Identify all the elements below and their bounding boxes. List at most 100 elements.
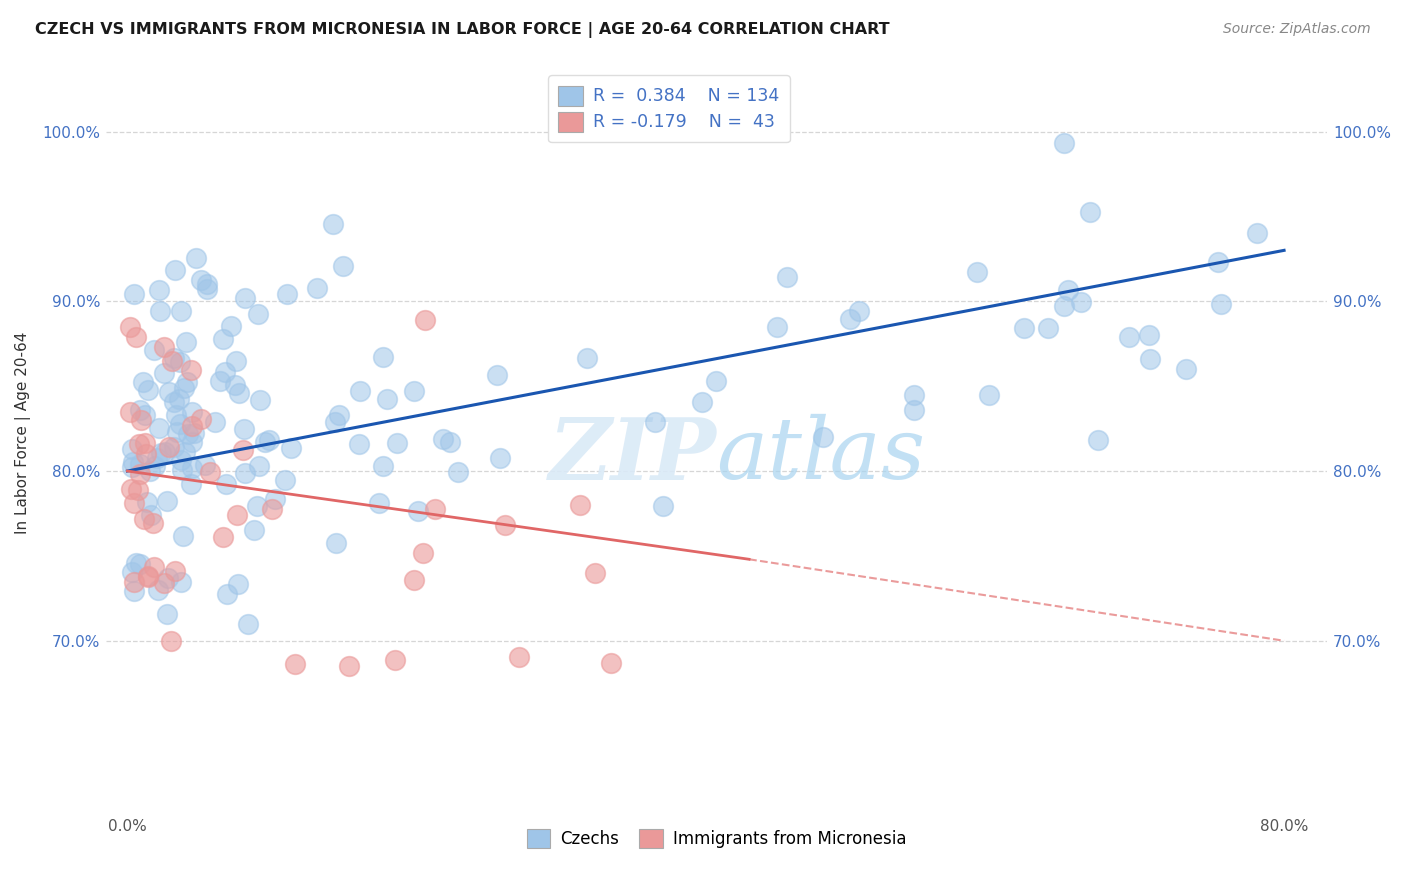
Point <box>228 386 250 401</box>
Point <box>243 524 266 538</box>
Point <box>384 653 406 667</box>
Point <box>136 495 159 509</box>
Point <box>225 354 247 368</box>
Point <box>371 458 394 473</box>
Point <box>132 512 155 526</box>
Point <box>347 437 370 451</box>
Point <box>325 415 347 429</box>
Point <box>139 508 162 522</box>
Point <box>233 291 256 305</box>
Text: atlas: atlas <box>717 414 925 497</box>
Point <box>215 476 238 491</box>
Point <box>145 458 167 473</box>
Point <box>247 459 270 474</box>
Point <box>263 491 285 506</box>
Point <box>903 387 925 401</box>
Point <box>274 473 297 487</box>
Point <box>406 504 429 518</box>
Point <box>412 546 434 560</box>
Point <box>165 408 187 422</box>
Point <box>236 617 259 632</box>
Point <box>165 564 187 578</box>
Point <box>226 576 249 591</box>
Point <box>328 409 350 423</box>
Point <box>120 405 142 419</box>
Point <box>121 442 143 456</box>
Point <box>212 333 235 347</box>
Point <box>156 571 179 585</box>
Point <box>1053 136 1076 150</box>
Point <box>583 566 606 580</box>
Point <box>1139 352 1161 367</box>
Point <box>432 433 454 447</box>
Point <box>257 433 280 447</box>
Point <box>139 464 162 478</box>
Point <box>447 465 470 479</box>
Point <box>349 384 371 399</box>
Point <box>1246 226 1268 240</box>
Point <box>163 263 186 277</box>
Point <box>1070 294 1092 309</box>
Point <box>194 458 217 472</box>
Point <box>169 417 191 431</box>
Point <box>149 304 172 318</box>
Point <box>122 496 145 510</box>
Point <box>247 307 270 321</box>
Point <box>1053 299 1076 313</box>
Point <box>125 556 148 570</box>
Point <box>162 395 184 409</box>
Point <box>148 284 170 298</box>
Point <box>652 499 675 513</box>
Point <box>190 273 212 287</box>
Point <box>163 440 186 454</box>
Point <box>169 355 191 369</box>
Point <box>152 340 174 354</box>
Point <box>121 565 143 579</box>
Point <box>766 319 789 334</box>
Point <box>132 376 155 390</box>
Point <box>180 419 202 434</box>
Point <box>387 435 409 450</box>
Point <box>190 412 212 426</box>
Point <box>254 435 277 450</box>
Point <box>246 499 269 513</box>
Point <box>322 217 344 231</box>
Point <box>276 286 298 301</box>
Point <box>211 530 233 544</box>
Point <box>153 366 176 380</box>
Point <box>224 378 246 392</box>
Point <box>143 560 166 574</box>
Point <box>167 392 190 406</box>
Point <box>337 658 360 673</box>
Point <box>644 415 666 429</box>
Point <box>197 277 219 291</box>
Point <box>180 461 202 475</box>
Point <box>204 415 226 429</box>
Point <box>122 584 145 599</box>
Point <box>129 403 152 417</box>
Point <box>368 496 391 510</box>
Point <box>600 656 623 670</box>
Point <box>575 351 598 365</box>
Point <box>979 388 1001 402</box>
Point <box>219 319 242 334</box>
Point <box>486 368 509 383</box>
Point <box>136 384 159 398</box>
Point <box>488 450 510 465</box>
Point <box>508 649 530 664</box>
Point <box>186 251 208 265</box>
Point <box>377 392 399 406</box>
Point <box>148 583 170 598</box>
Point <box>128 457 150 471</box>
Point <box>122 287 145 301</box>
Point <box>134 436 156 450</box>
Text: ZIP: ZIP <box>548 414 717 497</box>
Point <box>425 502 447 516</box>
Text: CZECH VS IMMIGRANTS FROM MICRONESIA IN LABOR FORCE | AGE 20-64 CORRELATION CHART: CZECH VS IMMIGRANTS FROM MICRONESIA IN L… <box>35 22 890 38</box>
Point <box>128 557 150 571</box>
Point <box>180 434 202 449</box>
Point <box>142 516 165 530</box>
Point <box>128 437 150 451</box>
Point <box>1014 321 1036 335</box>
Y-axis label: In Labor Force | Age 20-64: In Labor Force | Age 20-64 <box>15 332 31 534</box>
